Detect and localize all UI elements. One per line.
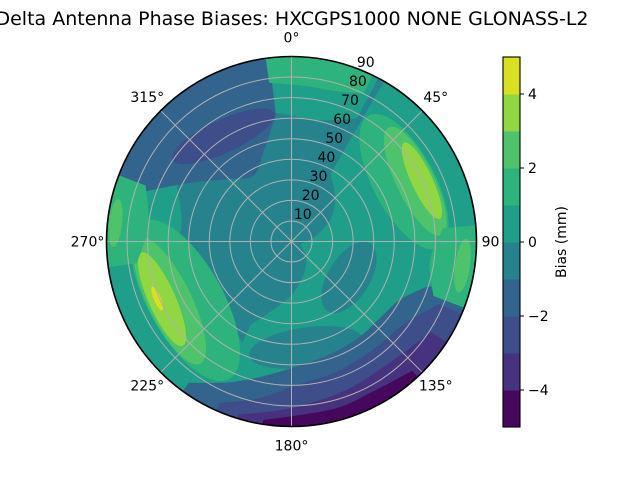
radial-tick-label: 50 — [325, 131, 343, 147]
radial-tick-label: 60 — [333, 112, 351, 128]
colorbar-tick-label: −2 — [528, 309, 549, 325]
colorbar-tick-label: −4 — [528, 383, 549, 399]
contour-region — [151, 286, 164, 311]
contour-region — [321, 241, 377, 314]
angular-tick-label: 0° — [284, 30, 300, 46]
angular-tick-labels: 0° 45° 90 135° 180° 225° 270° 315° — [71, 30, 500, 454]
colorbar-segment — [503, 168, 520, 206]
contour-region — [454, 238, 471, 293]
colorbar-segment — [503, 94, 520, 132]
contour-region — [171, 108, 275, 165]
colorbar-segment — [503, 279, 520, 317]
colorbar-axis-label: Bias (mm) — [554, 206, 570, 278]
angular-tick-label: 135° — [419, 379, 453, 395]
grid-spoke — [160, 110, 423, 373]
colorbar-segment — [503, 205, 520, 243]
colorbar-outline — [502, 56, 521, 428]
radial-tick-label: 20 — [302, 188, 320, 204]
radial-tick-label: 80 — [349, 74, 367, 90]
angular-tick-label: 315° — [130, 90, 164, 106]
colorbar-tick-label: 2 — [528, 161, 537, 177]
contour-region — [265, 56, 373, 94]
plot-rim — [105, 55, 478, 428]
colorbar-segment — [503, 353, 520, 391]
colorbar-tick-label: 0 — [528, 235, 537, 251]
radial-tick-label: 40 — [317, 150, 335, 166]
radial-tick-label: 10 — [294, 207, 312, 223]
colorbar-tick-label: 4 — [528, 87, 537, 103]
colorbar-segment — [503, 57, 520, 95]
radial-tick-label: 30 — [310, 169, 328, 185]
colorbar-segment — [503, 316, 520, 354]
contour-region — [106, 175, 149, 268]
contour-region — [116, 57, 276, 192]
radial-tick-label: 70 — [341, 93, 359, 109]
colorbar-segment — [503, 242, 520, 280]
angular-tick-label: 45° — [423, 90, 448, 106]
contour-region — [262, 370, 418, 427]
contour-region — [108, 199, 123, 247]
contour-region — [137, 252, 187, 347]
contour-region — [216, 304, 462, 427]
colorbar: 4 2 0 −2 −4 — [503, 57, 549, 428]
radial-tick-label: 90 — [357, 55, 375, 71]
angular-tick-label: 180° — [275, 438, 309, 454]
angular-tick-label: 90 — [482, 234, 500, 250]
polar-grid — [106, 56, 477, 427]
colorbar-segment — [503, 390, 520, 428]
angular-tick-label: 225° — [130, 379, 164, 395]
colorbar-segment — [503, 131, 520, 169]
plot-title: Delta Antenna Phase Biases: HXCGPS1000 N… — [0, 8, 589, 30]
radial-tick-labels: 10 20 30 40 50 60 70 80 90 — [294, 55, 375, 223]
angular-tick-label: 270° — [71, 234, 105, 250]
